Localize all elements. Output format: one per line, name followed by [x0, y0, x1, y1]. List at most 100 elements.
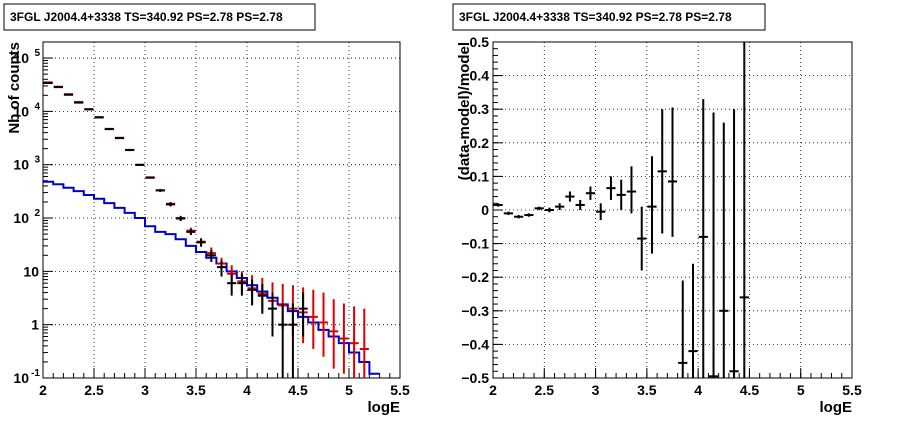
counts-x-tick-label: 3.5 — [186, 382, 206, 398]
counts-x-tick-label: 4.5 — [288, 382, 308, 398]
residual-point — [667, 107, 678, 237]
residual-point — [503, 211, 514, 216]
residual-point — [688, 263, 698, 378]
counts-y-tick-label: 10 — [13, 210, 29, 226]
data-count-point — [165, 202, 176, 207]
counts-y-tick-exponent: 2 — [34, 208, 40, 219]
counts-x-tick-label: 2 — [39, 382, 47, 398]
residual-point — [678, 280, 688, 378]
data-count-point — [288, 303, 298, 378]
residual-x-axis-label: logE — [820, 399, 853, 416]
data-count-point — [145, 176, 155, 179]
residual-y-tick-label: −0.5 — [461, 370, 489, 386]
data-count-point — [247, 279, 257, 306]
model-step-line — [43, 180, 380, 375]
residual-point — [626, 166, 637, 214]
data-count-point — [196, 238, 206, 247]
residual-point — [565, 191, 575, 202]
residual-grid — [493, 42, 852, 378]
data-count-point — [155, 189, 165, 192]
residual-point — [514, 215, 524, 219]
counts-x-tick-label: 3 — [141, 382, 149, 398]
counts-series — [43, 81, 380, 378]
counts-x-axis-label: logE — [368, 399, 401, 416]
counts-y-tick-label: 10 — [13, 370, 29, 386]
data-count-point — [278, 303, 288, 378]
residual-y-tick-label: 0.5 — [470, 34, 490, 50]
data-count-point — [206, 250, 216, 262]
residual-point — [616, 179, 626, 210]
data-count-point — [186, 229, 196, 236]
counts-y-tick-label: 10 — [23, 263, 39, 279]
counts-x-tick-label: 4 — [243, 382, 251, 398]
residual-point — [698, 99, 708, 378]
data-count-point — [298, 292, 308, 337]
residual-point — [708, 112, 719, 378]
counts-x-ticks: 2 2.5 3 3.5 4 4.5 5 5.5 — [39, 368, 410, 398]
residual-x-tick-label: 2 — [489, 382, 497, 398]
counts-y-tick-label: 10 — [13, 157, 29, 173]
residual-series — [493, 42, 749, 378]
residual-panel: 2 2.5 3 3.5 4 4.5 5 5.5 −0.5 −0.4 −0.3 −0.2 −0.1 0 0.… — [452, 3, 862, 416]
residual-y-tick-label: 0.1 — [470, 168, 490, 184]
residual-x-tick-label: 2.5 — [535, 382, 555, 398]
residual-title: 3FGL J2004.4+3338 TS=340.92 PS=2.78 PS=2… — [459, 10, 732, 24]
residual-point — [534, 206, 544, 210]
model-count-point — [329, 299, 339, 369]
residual-title-box — [452, 3, 766, 31]
residual-y-ticks: −0.5 −0.4 −0.3 −0.2 −0.1 0 0.1 0.2 0.3 0.4 0.5 — [461, 34, 503, 386]
residual-point — [493, 203, 503, 207]
residual-y-axis-label: (data-model)/model — [456, 42, 473, 180]
counts-y-tick-exponent: 5 — [34, 48, 40, 59]
residual-point — [637, 206, 647, 271]
residual-point — [729, 109, 739, 378]
residual-point — [596, 203, 606, 221]
residual-x-tick-label: 5.5 — [842, 382, 862, 398]
data-count-point — [257, 283, 267, 314]
counts-y-tick-exponent: 4 — [34, 101, 40, 112]
residual-point — [647, 156, 657, 254]
counts-title: 3FGL J2004.4+3338 TS=340.92 PS=2.78 PS=2… — [10, 10, 283, 24]
counts-y-tick-label: 10 — [13, 103, 29, 119]
residual-x-ticks: 2 2.5 3 3.5 4 4.5 5 5.5 — [489, 368, 862, 398]
data-count-point — [267, 292, 278, 337]
residual-point — [555, 203, 565, 210]
residual-x-tick-label: 4 — [694, 382, 702, 398]
counts-frame — [42, 41, 401, 379]
residual-y-tick-label: 0.2 — [470, 135, 490, 151]
data-count-point — [227, 273, 237, 296]
counts-y-tick-label: 10 — [13, 50, 29, 66]
residual-point — [606, 176, 616, 200]
data-count-point — [237, 273, 247, 296]
counts-y-tick-exponent: -1 — [31, 368, 40, 379]
residual-x-tick-label: 4.5 — [740, 382, 760, 398]
counts-x-tick-label: 5.5 — [390, 382, 410, 398]
model-count-point — [349, 306, 359, 378]
residual-point — [719, 122, 729, 378]
counts-x-tick-label: 2.5 — [84, 382, 104, 398]
residual-y-tick-label: −0.2 — [461, 269, 489, 285]
counts-y-tick-exponent: 3 — [34, 155, 40, 166]
counts-y-tick-label: 1 — [31, 317, 39, 333]
residual-y-tick-label: −0.3 — [461, 303, 489, 319]
residual-x-tick-label: 5 — [797, 382, 805, 398]
counts-grid — [43, 42, 400, 378]
residual-point — [544, 207, 555, 213]
counts-x-tick-label: 5 — [345, 382, 353, 398]
residual-point — [657, 109, 667, 234]
counts-y-axis-label: Nb of counts — [6, 42, 23, 134]
residual-point — [575, 199, 585, 210]
residual-y-tick-label: 0.3 — [470, 101, 490, 117]
residual-x-tick-label: 3.5 — [637, 382, 657, 398]
residual-y-tick-label: −0.1 — [461, 236, 489, 252]
model-count-point — [318, 292, 329, 357]
data-count-point — [176, 216, 186, 221]
residual-point — [739, 42, 749, 378]
counts-title-box — [3, 3, 316, 31]
residual-point — [524, 213, 534, 217]
model-count-point — [339, 303, 349, 374]
